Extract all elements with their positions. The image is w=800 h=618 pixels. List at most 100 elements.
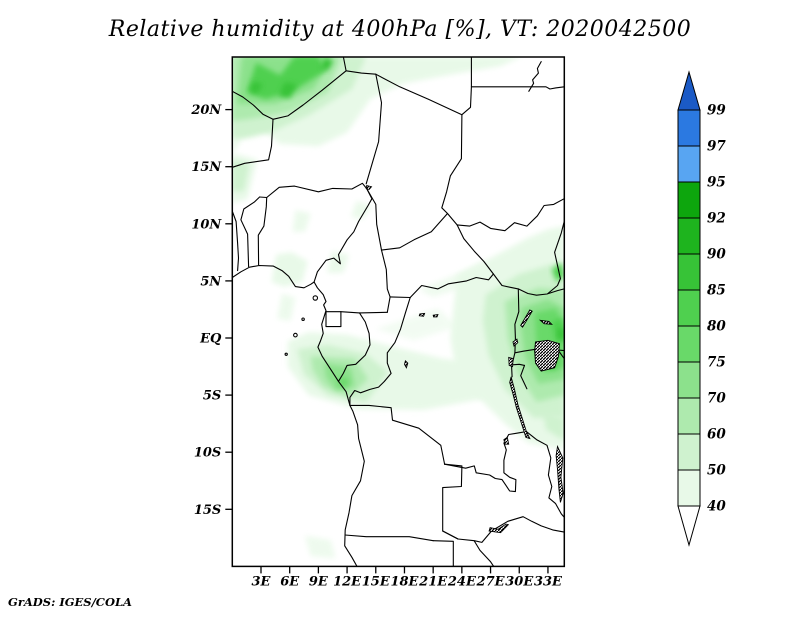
humidity-shading-blob xyxy=(271,252,308,287)
country-border xyxy=(344,534,434,542)
country-border xyxy=(232,210,240,272)
lake xyxy=(365,184,373,191)
colorbar-label: 92 xyxy=(707,211,726,227)
country-border xyxy=(444,431,527,493)
country-border xyxy=(389,273,494,299)
colorbar-label: 80 xyxy=(707,319,726,335)
lake xyxy=(508,356,514,368)
country-border xyxy=(325,311,342,328)
colorbar-label: 85 xyxy=(707,283,726,299)
colorbar-top-arrow xyxy=(677,70,701,111)
colorbar-label: 97 xyxy=(707,139,726,155)
humidity-shading-blob xyxy=(375,308,458,341)
colorbar-label: 75 xyxy=(707,355,726,371)
lake xyxy=(418,312,426,317)
map-content xyxy=(232,57,565,567)
country-border xyxy=(525,431,565,518)
humidity-shading-blob xyxy=(249,81,263,94)
country-border xyxy=(266,182,368,199)
lake xyxy=(503,436,510,445)
country-border xyxy=(325,311,388,314)
country-border xyxy=(547,220,565,295)
country-border xyxy=(257,196,268,266)
colorbar-segment xyxy=(677,253,701,291)
country-border xyxy=(528,61,542,92)
humidity-shading-blob xyxy=(305,535,336,559)
x-tick-label: 33E xyxy=(534,574,563,589)
country-border xyxy=(337,312,371,382)
country-border xyxy=(366,188,383,251)
y-tick-label: 10N xyxy=(191,217,222,232)
country-border xyxy=(442,463,463,540)
country-border xyxy=(512,363,526,366)
colorbar-label: 70 xyxy=(707,391,726,407)
y-tick-label: 10S xyxy=(194,446,221,461)
y-tick-label: EQ xyxy=(199,332,222,347)
lake xyxy=(512,338,519,347)
x-tick-label: 24E xyxy=(447,574,477,589)
map-frame xyxy=(231,56,566,568)
colorbar: 99 97 95 92 90 85 80 75 70 60 50 40 xyxy=(677,70,726,547)
colorbar-segment xyxy=(677,397,701,435)
colorbar-segment xyxy=(677,325,701,363)
y-tick-label: 5N xyxy=(200,274,222,289)
lake xyxy=(520,309,533,328)
island xyxy=(293,332,298,338)
colorbar-label: 40 xyxy=(707,499,726,515)
colorbar-segment xyxy=(677,109,701,147)
y-tick-label: 5S xyxy=(203,389,221,404)
humidity-shading-blob xyxy=(557,327,565,342)
colorbar-label: 60 xyxy=(707,427,726,443)
country-border xyxy=(446,212,494,275)
humidity-shading-blob xyxy=(278,82,298,99)
colorbar-segment xyxy=(677,433,701,471)
grads-credit: GrADS: IGES/COLA xyxy=(8,595,132,609)
island xyxy=(312,295,319,301)
humidity-shading-blob xyxy=(320,58,334,71)
country-border xyxy=(441,114,463,215)
colorbar-label: 99 xyxy=(707,103,726,119)
colorbar-segment xyxy=(677,181,701,219)
x-tick-label: 27E xyxy=(476,574,506,589)
y-tick-label: 20N xyxy=(190,103,222,118)
country-border xyxy=(345,70,463,116)
colorbar-label: 95 xyxy=(707,175,726,191)
country-border xyxy=(365,73,383,185)
colorbar-label: 50 xyxy=(707,463,726,479)
country-border xyxy=(313,188,373,283)
country-border xyxy=(473,540,495,567)
country-border xyxy=(349,296,411,406)
country-border xyxy=(520,364,528,390)
country-border xyxy=(492,273,565,296)
humidity-shading-blob xyxy=(350,201,372,220)
lake xyxy=(555,444,564,503)
country-border xyxy=(461,57,472,116)
x-tick-label: 9E xyxy=(309,574,329,589)
lake xyxy=(404,359,409,369)
country-border xyxy=(470,86,565,90)
y-tick-label: 15S xyxy=(194,503,221,518)
country-border xyxy=(442,516,565,543)
lake xyxy=(534,339,560,372)
humidity-shading-blob xyxy=(246,57,326,100)
x-tick-label: 6E xyxy=(280,574,300,589)
country-border xyxy=(349,404,446,465)
humidity-shading-blob xyxy=(543,412,565,441)
y-tick-label: 15N xyxy=(191,160,222,175)
island xyxy=(284,352,288,356)
humidity-shading-blob xyxy=(551,262,565,282)
colorbar-segment xyxy=(677,217,701,255)
colorbar-segment xyxy=(677,289,701,327)
lake xyxy=(488,523,510,534)
country-border xyxy=(380,212,449,251)
x-tick-label: 30E xyxy=(505,574,534,589)
colorbar-segment xyxy=(677,469,701,507)
colorbar-segment xyxy=(677,145,701,183)
lake xyxy=(538,319,553,325)
x-tick-label: 12E xyxy=(333,574,362,589)
country-border xyxy=(456,198,565,232)
country-border xyxy=(380,249,391,313)
